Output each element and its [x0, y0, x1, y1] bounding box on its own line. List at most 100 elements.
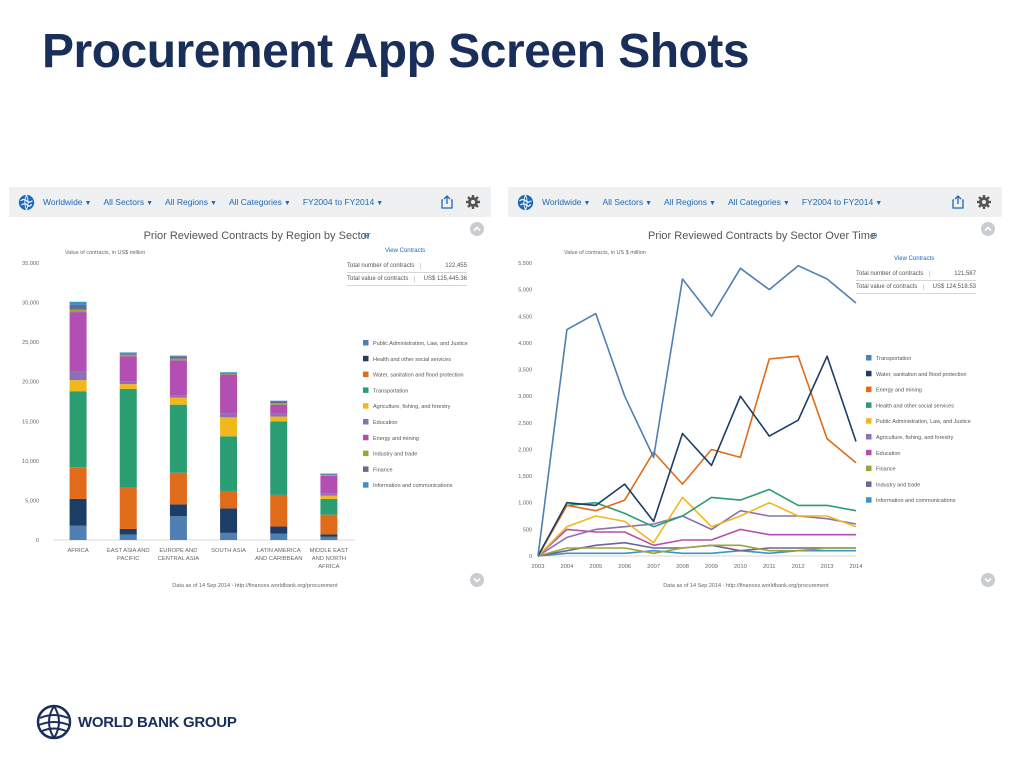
bar-segment[interactable]: [270, 413, 288, 417]
sectors-filter[interactable]: All Sectors ▼: [602, 197, 653, 207]
bar-segment[interactable]: [169, 356, 187, 359]
bar-segment[interactable]: [320, 536, 338, 540]
bar-segment[interactable]: [169, 395, 187, 398]
worldwide-filter[interactable]: Worldwide ▼: [542, 197, 591, 207]
scroll-up-button[interactable]: [981, 222, 995, 236]
bar-segment[interactable]: [220, 417, 238, 437]
scroll-down-button[interactable]: [981, 573, 995, 587]
legend-label[interactable]: Finance: [373, 467, 393, 473]
bar-segment[interactable]: [69, 391, 87, 468]
bar-segment[interactable]: [220, 508, 238, 533]
bar-segment[interactable]: [119, 388, 137, 488]
series-line[interactable]: [537, 544, 856, 557]
bar-segment[interactable]: [69, 304, 87, 310]
legend-label[interactable]: Industry and trade: [876, 482, 920, 488]
legend-label[interactable]: Agriculture, fishing, and forestry: [373, 404, 451, 410]
bar-segment[interactable]: [270, 421, 288, 495]
bar-segment[interactable]: [69, 301, 87, 305]
bar-segment[interactable]: [69, 380, 87, 392]
bar-segment[interactable]: [169, 355, 187, 357]
bar-segment[interactable]: [169, 360, 187, 396]
bar-segment[interactable]: [69, 525, 87, 540]
legend-label[interactable]: Health and other social services: [373, 357, 451, 363]
bar-segment[interactable]: [270, 526, 288, 534]
bar-segment[interactable]: [320, 498, 338, 515]
bar-segment[interactable]: [169, 404, 187, 473]
globe-icon[interactable]: [517, 194, 534, 211]
legend-label[interactable]: Transportation: [876, 356, 911, 362]
bar-segment[interactable]: [320, 495, 338, 499]
worldwide-filter[interactable]: Worldwide ▼: [43, 197, 92, 207]
bar-segment[interactable]: [69, 309, 87, 313]
bar-segment[interactable]: [220, 490, 238, 509]
bar-segment[interactable]: [320, 514, 338, 535]
sectors-filter[interactable]: All Sectors ▼: [103, 197, 154, 207]
bar-segment[interactable]: [119, 534, 137, 540]
legend-label[interactable]: Health and other social services: [876, 403, 954, 409]
gear-icon[interactable]: [976, 194, 992, 210]
fiscal-year-filter[interactable]: FY2004 to FY2014 ▼: [302, 197, 384, 207]
bar-segment[interactable]: [220, 372, 238, 374]
bar-segment[interactable]: [320, 475, 338, 494]
bar-segment[interactable]: [169, 472, 187, 505]
series-line[interactable]: [537, 488, 857, 557]
bar-segment[interactable]: [220, 413, 238, 418]
fiscal-year-filter[interactable]: FY2004 to FY2014 ▼: [801, 197, 883, 207]
minus-icon[interactable]: ⊖: [363, 231, 370, 240]
regions-filter[interactable]: All Regions ▼: [664, 197, 716, 207]
legend-label[interactable]: Agriculture, fishing, and forestry: [876, 435, 954, 441]
bar-segment[interactable]: [220, 374, 238, 414]
bar-segment[interactable]: [320, 475, 338, 476]
series-line[interactable]: [537, 355, 857, 557]
legend-label[interactable]: Energy and mining: [876, 388, 922, 394]
bar-segment[interactable]: [270, 404, 288, 414]
bar-segment[interactable]: [69, 498, 87, 526]
globe-icon[interactable]: [18, 194, 35, 211]
series-line[interactable]: [537, 355, 857, 557]
bar-segment[interactable]: [220, 373, 238, 374]
bar-segment[interactable]: [270, 403, 288, 405]
legend-label[interactable]: Education: [373, 420, 397, 426]
bar-segment[interactable]: [119, 381, 137, 385]
categories-filter[interactable]: All Categories ▼: [727, 197, 790, 207]
minus-icon[interactable]: ⊖: [871, 231, 878, 240]
bar-segment[interactable]: [119, 354, 137, 357]
bar-segment[interactable]: [69, 312, 87, 372]
gear-icon[interactable]: [465, 194, 481, 210]
view-contracts-link[interactable]: View Contracts: [894, 256, 935, 262]
view-contracts-link[interactable]: View Contracts: [385, 248, 426, 254]
series-line[interactable]: [537, 264, 857, 557]
bar-segment[interactable]: [270, 494, 288, 527]
series-line[interactable]: [537, 528, 856, 557]
legend-label[interactable]: Education: [876, 451, 900, 457]
bar-segment[interactable]: [119, 528, 137, 535]
bar-segment[interactable]: [119, 487, 137, 529]
bar-segment[interactable]: [169, 397, 187, 405]
legend-label[interactable]: Information and communications: [876, 498, 956, 504]
bar-segment[interactable]: [320, 493, 338, 496]
categories-filter[interactable]: All Categories ▼: [228, 197, 291, 207]
share-icon[interactable]: [439, 194, 455, 210]
legend-label[interactable]: Water, sanitation and flood protection: [373, 373, 464, 379]
regions-filter[interactable]: All Regions ▼: [165, 197, 217, 207]
bar-segment[interactable]: [220, 532, 238, 540]
bar-segment[interactable]: [169, 516, 187, 540]
legend-label[interactable]: Industry and trade: [373, 452, 417, 458]
scroll-down-button[interactable]: [470, 573, 484, 587]
bar-segment[interactable]: [119, 356, 137, 382]
bar-segment[interactable]: [220, 373, 238, 375]
series-line[interactable]: [537, 549, 856, 557]
bar-segment[interactable]: [220, 436, 238, 491]
legend-label[interactable]: Public Administration, Law, and Justice: [876, 419, 971, 425]
bar-segment[interactable]: [320, 473, 338, 475]
bar-segment[interactable]: [69, 467, 87, 499]
series-line[interactable]: [537, 496, 857, 557]
bar-segment[interactable]: [169, 504, 187, 517]
legend-label[interactable]: Information and communications: [373, 483, 453, 489]
bar-segment[interactable]: [119, 353, 137, 355]
bar-segment[interactable]: [119, 384, 137, 389]
bar-segment[interactable]: [320, 474, 338, 476]
bar-segment[interactable]: [270, 533, 288, 540]
legend-label[interactable]: Finance: [876, 467, 896, 473]
legend-label[interactable]: Public Administration, Law, and Justice: [373, 341, 468, 347]
